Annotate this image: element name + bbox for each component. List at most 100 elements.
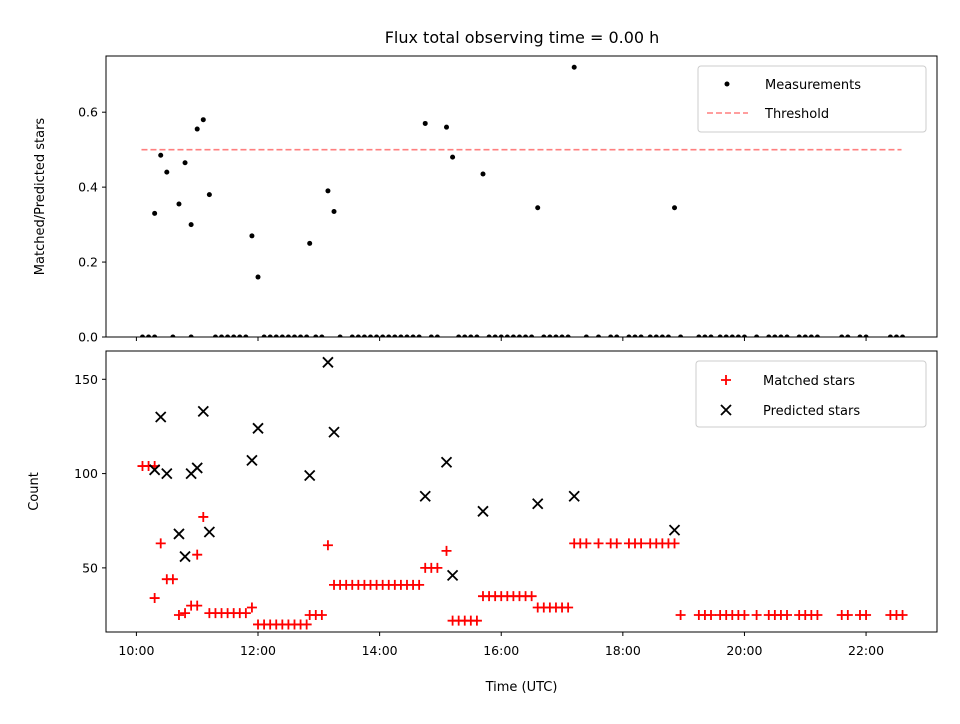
matched-star-point [316,610,327,621]
matched-star-point [198,511,209,522]
measurement-point [212,334,218,337]
measurement-point [422,120,428,126]
predicted-star-point [252,422,264,434]
measurement-point [462,334,468,337]
measurement-point [444,124,450,130]
measurement-point [456,334,462,337]
matched-star-point [751,610,762,621]
measurement-point [146,334,152,337]
measurement-point [450,154,456,160]
measurement-point [474,334,480,337]
predicted-star-point [446,569,459,582]
measurement-point [802,334,808,337]
matched-star-point [301,619,312,630]
matched-star-point [414,579,425,590]
matched-star-point [706,610,717,621]
y-tick-label-top: 0.0 [78,330,98,345]
measurement-point [386,334,392,337]
matched-star-point [441,545,452,556]
legend-frame [695,360,927,428]
matched-star-point [155,538,166,549]
measurement-point [361,334,367,337]
top-axes: 0.0 0.2 0.4 0.6 Matched/Predicted stars Measu… [33,55,938,345]
predicted-star-point [173,528,185,540]
measurement-point [404,334,410,337]
measurement-point [188,334,194,337]
matched-star-point [581,538,592,549]
predicted-star-point [161,467,173,480]
measurement-point [547,334,553,337]
measurement-point [741,334,747,337]
measurement-point [225,334,231,337]
matched-star-point [812,610,823,621]
measurement-point [653,334,659,337]
matched-star-point [526,591,537,602]
y-axis-label-top: Matched/Predicted stars [33,118,48,276]
measurement-point [665,334,671,337]
measurement-point [368,334,374,337]
matched-star-point [192,549,203,560]
measurement-point [188,222,194,228]
measurement-point [273,334,279,337]
count-points [137,356,908,630]
measurement-point [571,64,577,70]
predicted-star-point [155,411,167,423]
predicted-star-point [246,454,258,467]
measurement-point [702,334,708,337]
measurement-point [355,334,361,337]
measurement-point [766,334,772,337]
measurement-point [486,334,492,337]
measurement-point [313,334,319,337]
measurement-point [164,169,170,175]
x-tick-label: 16:00 [483,643,519,658]
matched-star-point [782,610,793,621]
x-tick-label: 22:00 [848,643,884,658]
measurement-point [206,192,212,198]
measurement-point [434,334,440,337]
matched-star-point [149,593,160,604]
predicted-star-point [304,469,316,482]
x-tick-label: 14:00 [362,643,398,658]
predicted-star-point [477,505,489,517]
x-tick-label: 20:00 [726,643,762,658]
measurement-point [152,334,158,337]
y-tick-label-bottom: 150 [74,372,98,387]
legend-label-threshold: Threshold [764,107,829,122]
predicted-star-point [568,490,580,502]
measurement-point [231,334,237,337]
matched-star-point [563,602,574,613]
measurement-point [307,240,313,246]
matched-star-point [636,538,647,549]
measurement-point [717,334,723,337]
legend-marker-predicted [720,404,732,416]
legend-label-measurements: Measurements [765,78,861,93]
measurement-point [754,334,760,337]
predicted-star-point [149,464,161,476]
measurement-point [893,334,899,337]
measurement-point [608,334,614,337]
legend-frame [697,65,927,133]
measurement-point [596,334,602,337]
measurement-point [523,334,529,337]
measurement-point [808,334,814,337]
matched-star-point [246,602,257,613]
measurement-point [845,334,851,337]
bottom-axes: 50 100 150 10:00 12:00 14:00 16:00 18:00 20:00 22… [27,350,938,695]
measurement-point [291,334,297,337]
measurement-point [319,334,325,337]
measurement-point [638,334,644,337]
bottom-axes-frame [105,350,938,633]
measurement-point [219,334,225,337]
y-tick-label-bottom: 100 [74,466,98,481]
measurement-point [672,205,678,211]
measurement-point [626,334,632,337]
measurement-point [380,334,386,337]
measurement-point [480,171,486,177]
legend-marker-measurements [724,81,730,87]
measurement-point [839,334,845,337]
y-axis-label-bottom: Count [27,472,42,511]
measurement-point [529,334,535,337]
predicted-star-point [203,526,216,538]
measurement-point [337,334,343,337]
